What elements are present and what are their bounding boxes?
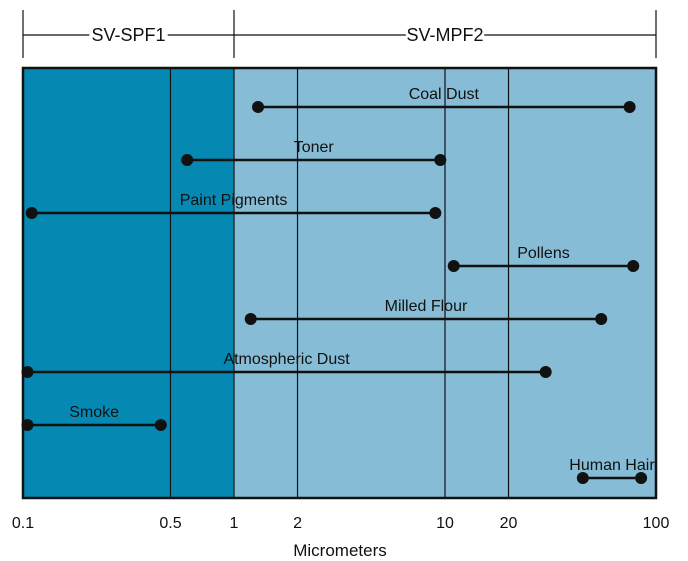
range-label: Pollens bbox=[517, 245, 569, 262]
range-label: Milled Flour bbox=[385, 298, 468, 315]
range-label: Smoke bbox=[69, 404, 119, 421]
x-tick-label: 10 bbox=[436, 515, 454, 532]
filter-range-brackets: SV-SPF1 SV-MPF2 bbox=[22, 10, 657, 58]
range-max-point bbox=[627, 260, 640, 272]
background-regions bbox=[23, 68, 656, 498]
range-min-point bbox=[447, 260, 460, 272]
x-axis-ticks: 0.1 0.5 1 2 10 20 100 bbox=[12, 515, 670, 532]
range-min-point bbox=[181, 154, 194, 166]
range-label: Toner bbox=[294, 139, 335, 156]
range-max-point bbox=[429, 207, 442, 219]
particle-ranges: Coal Dust Toner Paint Pigments Pollens Mille… bbox=[21, 86, 655, 484]
range-max-point bbox=[539, 366, 552, 378]
x-tick-label: 1 bbox=[230, 515, 239, 532]
filter-range-label: SV-MPF2 bbox=[406, 25, 483, 45]
range-max-point bbox=[154, 419, 167, 431]
range-max-point bbox=[434, 154, 447, 166]
region-0 bbox=[23, 68, 234, 498]
range-max-point bbox=[635, 472, 648, 484]
range-label: Atmospheric Dust bbox=[223, 351, 350, 368]
range-min-point bbox=[252, 101, 265, 113]
x-tick-label: 20 bbox=[500, 515, 518, 532]
x-tick-label: 2 bbox=[293, 515, 302, 532]
gridlines bbox=[169, 68, 510, 498]
filter-range-label: SV-SPF1 bbox=[91, 25, 165, 45]
range-label: Coal Dust bbox=[409, 86, 480, 103]
range-min-point bbox=[244, 313, 257, 325]
range-min-point bbox=[21, 366, 34, 378]
range-min-point bbox=[576, 472, 589, 484]
range-max-point bbox=[623, 101, 636, 113]
range-min-point bbox=[25, 207, 38, 219]
range-label: Human Hair bbox=[569, 457, 655, 474]
x-tick-label: 0.1 bbox=[12, 515, 34, 532]
x-tick-label: 100 bbox=[643, 515, 670, 532]
range-min-point bbox=[21, 419, 34, 431]
plot-border bbox=[21, 66, 658, 500]
x-axis-label: Micrometers bbox=[293, 541, 387, 560]
range-max-point bbox=[595, 313, 608, 325]
range-label: Paint Pigments bbox=[180, 192, 288, 209]
x-tick-label: 0.5 bbox=[159, 515, 181, 532]
